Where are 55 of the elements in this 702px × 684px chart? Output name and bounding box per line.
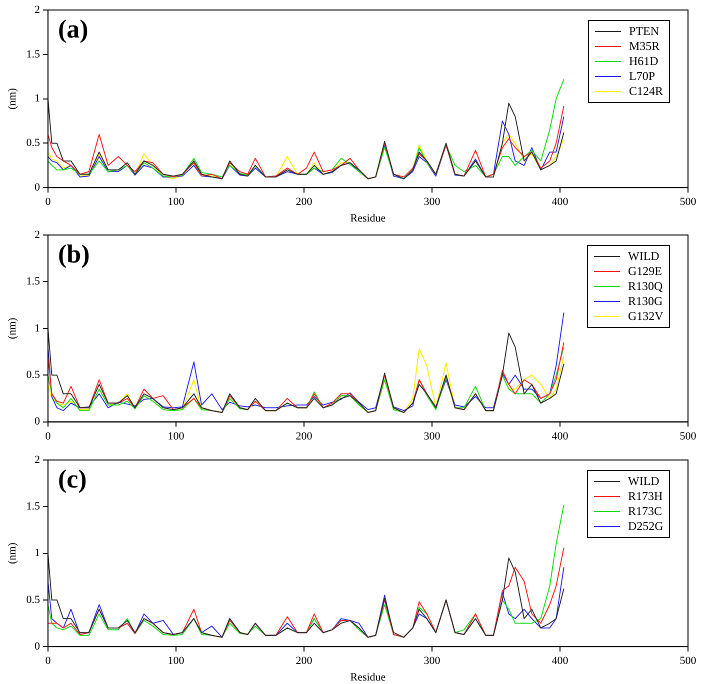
y-tick-label: 1	[34, 547, 40, 560]
x-tick-label: 300	[424, 430, 441, 442]
legend-label: R173C	[628, 504, 662, 519]
legend-label: PTEN	[629, 24, 659, 39]
legend-label: WILD	[628, 249, 660, 264]
y-tick-label: 1	[34, 92, 40, 105]
y-tick-label: 0	[34, 416, 40, 428]
y-tick-label: 1.5	[26, 276, 40, 288]
y-axis-title: (nm)	[6, 317, 18, 340]
legend-label: D252G	[628, 519, 664, 534]
annotation: (b)	[58, 240, 90, 269]
x-tick-label: 500	[680, 196, 697, 208]
legend-label: C124R	[629, 84, 664, 99]
x-tick-label: 100	[168, 655, 185, 668]
x-tick-label: 0	[45, 196, 52, 208]
legend-label: H61D	[629, 54, 658, 69]
x-tick-label: 0	[45, 430, 52, 442]
x-tick-label: 400	[552, 430, 569, 442]
y-tick-label: 1.5	[26, 500, 40, 513]
legend-label: M35R	[629, 39, 660, 54]
y-tick-label: 0	[34, 640, 40, 652]
y-tick-label: 2	[34, 228, 40, 241]
x-tick-label: 500	[680, 655, 697, 668]
legend-label: R173H	[628, 489, 663, 504]
x-tick-label: 100	[168, 430, 185, 442]
x-tick-label: 300	[424, 655, 441, 668]
legend-label: G132V	[628, 309, 664, 324]
x-tick-label: 0	[45, 655, 52, 668]
legend-label: R130Q	[628, 279, 663, 294]
x-tick-label: 200	[296, 655, 313, 668]
x-axis-title: Residue	[350, 671, 386, 684]
legend-label: R130G	[628, 294, 663, 309]
x-tick-label: 400	[552, 196, 569, 208]
y-tick-label: 0.5	[26, 594, 40, 606]
x-tick-label: 400	[552, 655, 569, 668]
x-axis-title: Residue	[350, 212, 386, 224]
y-tick-label: 2	[34, 4, 40, 16]
annotation: (a)	[58, 14, 88, 44]
annotation: (c)	[58, 464, 87, 494]
y-tick-label: 0.5	[26, 137, 40, 150]
y-tick-label: 2	[34, 454, 40, 466]
x-tick-label: 200	[296, 196, 313, 208]
legend-label: G129E	[628, 264, 662, 279]
y-tick-label: 1.5	[26, 48, 40, 60]
x-tick-label: 200	[296, 430, 313, 442]
y-axis-title: (nm)	[6, 542, 18, 564]
y-tick-label: 0	[34, 181, 40, 194]
legend-label: WILD	[628, 474, 660, 489]
legend-label: L70P	[629, 69, 656, 84]
y-tick-label: 0.5	[26, 368, 40, 381]
x-tick-label: 300	[424, 196, 441, 208]
y-axis-title: (nm)	[6, 88, 18, 110]
y-tick-label: 1	[34, 322, 40, 334]
x-tick-label: 100	[168, 196, 185, 208]
x-tick-label: 500	[680, 430, 697, 442]
